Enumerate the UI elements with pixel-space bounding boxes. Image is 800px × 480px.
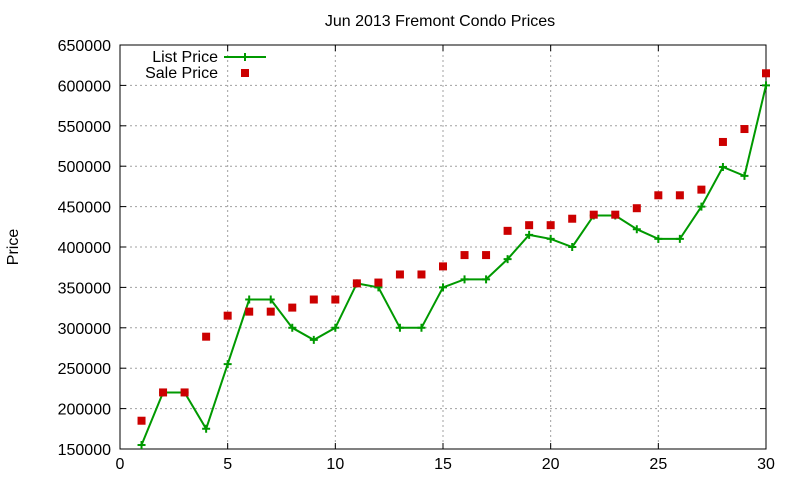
legend-label: Sale Price [145, 65, 218, 82]
list-price-point [288, 323, 297, 332]
y-tick-label: 150000 [58, 442, 111, 459]
sale-price-point [309, 295, 318, 304]
sale-price-point [482, 251, 491, 260]
list-price-point [654, 234, 663, 243]
list-price-point [395, 323, 404, 332]
list-price-point [762, 81, 770, 90]
series [137, 69, 770, 449]
sale-price-point [352, 279, 361, 288]
sale-price-point [331, 295, 340, 304]
series-0 [137, 81, 770, 449]
x-tick-label: 15 [434, 456, 452, 473]
list-price-point [675, 234, 684, 243]
list-price-point [568, 243, 577, 251]
list-price-point [460, 275, 469, 284]
x-tick-label: 5 [223, 456, 232, 473]
sale-price-point [503, 226, 512, 235]
list-price-line [140, 85, 767, 446]
sale-price-point [632, 204, 641, 213]
x-tick-label: 30 [757, 456, 775, 473]
sale-price-point [611, 210, 620, 219]
sale-price-point [245, 307, 254, 316]
sale-price-point [654, 191, 663, 200]
y-tick-label: 300000 [58, 321, 111, 338]
list-price-point [482, 275, 491, 284]
list-price-point [331, 323, 340, 332]
sale-price-point [675, 191, 684, 200]
sale-price-point [223, 311, 232, 320]
sale-price-point [762, 69, 770, 78]
sale-price-point [395, 270, 404, 279]
sale-price-point [288, 303, 297, 312]
sale-price-point [525, 221, 534, 230]
sale-price-point [546, 221, 555, 230]
y-tick-label: 500000 [58, 159, 111, 176]
list-price-point [546, 234, 555, 243]
list-price-point [417, 323, 426, 332]
sale-price-point [266, 307, 275, 316]
list-price-point [309, 335, 318, 344]
sale-price-point [417, 270, 426, 279]
y-tick-label: 250000 [58, 361, 111, 378]
y-axis-label: Price [5, 229, 22, 266]
chart-title: Jun 2013 Fremont Condo Prices [325, 13, 555, 30]
list-price-point [697, 202, 706, 211]
list-price-point [137, 440, 146, 449]
sale-price-point [718, 137, 727, 146]
y-tick-label: 350000 [58, 280, 111, 297]
list-price-point [439, 283, 447, 292]
legend-swatch-point [241, 53, 249, 61]
y-tick-label: 450000 [58, 200, 111, 217]
list-price-point [202, 424, 211, 433]
sale-price-point [568, 214, 577, 223]
series-1 [137, 69, 770, 425]
y-tick-label: 550000 [58, 119, 111, 136]
x-tick-label: 25 [649, 456, 667, 473]
sale-price-point [697, 185, 706, 194]
sale-price-point [439, 262, 447, 271]
list-price-point [718, 163, 727, 172]
plot-area-border [119, 44, 767, 450]
sale-price-point [159, 388, 168, 397]
sale-price-point [740, 125, 749, 134]
sale-price-point [202, 332, 211, 341]
y-tick-label: 200000 [58, 402, 111, 419]
list-price-point [632, 225, 641, 234]
x-tick-label: 10 [326, 456, 344, 473]
grid [120, 45, 766, 449]
sale-price-point [589, 210, 598, 219]
sale-price-point [374, 278, 383, 287]
legend-swatch-point [241, 69, 249, 77]
axis-ticks: 0 5 10 15 20 25 30 150000 200000 250000 300000 3500… [58, 38, 775, 473]
y-tick-label: 650000 [58, 38, 111, 55]
x-tick-label: 20 [542, 456, 560, 473]
sale-price-point [137, 416, 146, 425]
list-price-point [245, 295, 254, 304]
legend-label: List Price [152, 49, 218, 66]
list-price-point [266, 295, 275, 304]
list-price-point [740, 171, 749, 180]
list-price-point [525, 230, 534, 239]
sale-price-point [460, 251, 469, 260]
list-price-point [503, 255, 512, 264]
x-tick-label: 0 [116, 456, 125, 473]
list-price-point [223, 360, 232, 369]
y-tick-label: 600000 [58, 78, 111, 95]
y-tick-label: 400000 [58, 240, 111, 257]
sale-price-point [180, 388, 189, 397]
